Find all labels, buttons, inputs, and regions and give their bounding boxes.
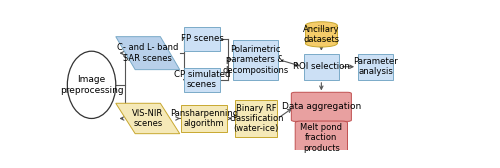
Text: Melt pond
fraction
products: Melt pond fraction products [300,123,343,153]
Ellipse shape [68,51,116,118]
FancyBboxPatch shape [184,68,220,92]
Text: FP scenes: FP scenes [180,34,224,43]
Text: Binary RF
classification
(water-ice): Binary RF classification (water-ice) [229,104,283,133]
Text: Image
preprocessing: Image preprocessing [60,75,124,95]
FancyBboxPatch shape [236,100,277,137]
FancyBboxPatch shape [358,54,394,80]
Text: VIS-NIR
scenes: VIS-NIR scenes [132,109,164,128]
Text: Pansharpenning
algorithm: Pansharpenning algorithm [170,109,238,128]
Text: C- and L- band
SAR scenes: C- and L- band SAR scenes [117,44,178,63]
Ellipse shape [306,22,337,29]
Text: Data aggregation: Data aggregation [282,102,361,111]
FancyBboxPatch shape [184,27,220,51]
Text: Parameter
analysis: Parameter analysis [353,57,398,76]
Polygon shape [116,103,180,134]
Text: Polarimetric
parameters &
decompositions: Polarimetric parameters & decompositions [222,45,288,75]
FancyBboxPatch shape [304,54,339,80]
FancyBboxPatch shape [181,104,227,132]
Text: Ancillary
datasets: Ancillary datasets [303,25,340,44]
FancyBboxPatch shape [292,92,352,121]
FancyBboxPatch shape [306,25,337,44]
Text: CP simulated
scenes: CP simulated scenes [174,70,230,89]
Ellipse shape [306,40,337,47]
Text: ROI selection: ROI selection [293,62,350,71]
FancyBboxPatch shape [232,40,278,80]
FancyBboxPatch shape [295,121,348,155]
Polygon shape [116,37,180,70]
